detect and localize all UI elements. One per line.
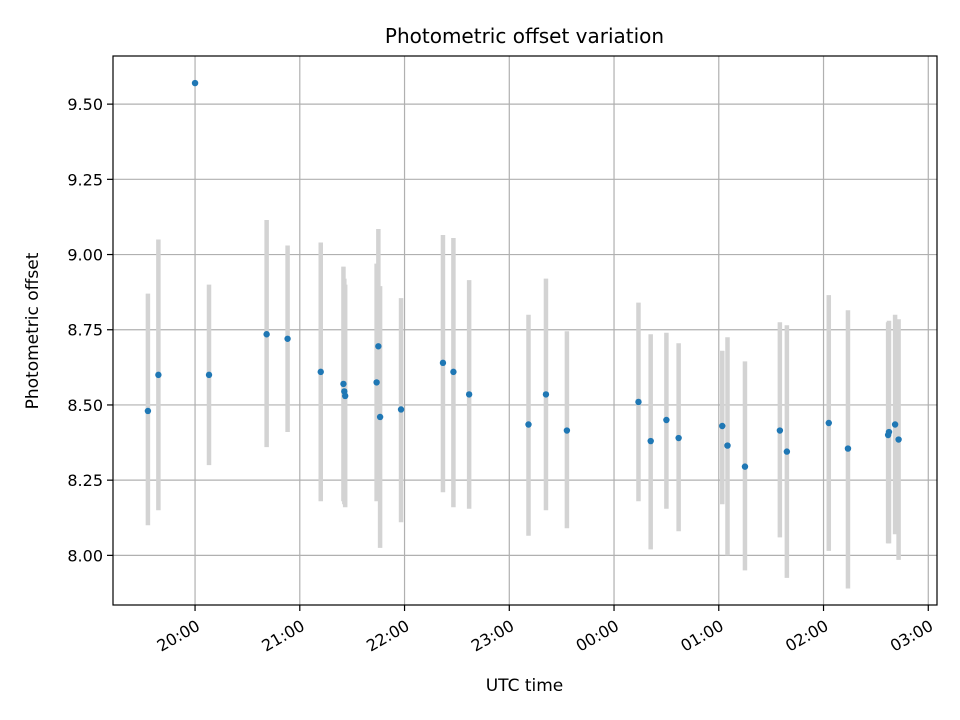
grid [113, 56, 937, 605]
data-point [542, 391, 550, 398]
data-point [376, 413, 384, 421]
plot-area-frame [112, 55, 938, 606]
data-point [263, 331, 270, 338]
data-point [144, 407, 152, 415]
data-points [144, 79, 902, 470]
data-point [563, 427, 571, 434]
y-tick-label: 8.00 [67, 546, 103, 565]
data-point [719, 422, 726, 430]
data-point [317, 368, 324, 376]
chart-title: Photometric offset variation [385, 24, 664, 48]
data-point [885, 428, 893, 436]
data-point [895, 436, 902, 443]
data-point [340, 380, 347, 388]
data-point [373, 379, 380, 386]
y-tick-label: 9.00 [67, 246, 103, 265]
data-point [663, 416, 670, 424]
data-point [783, 448, 791, 455]
data-point [724, 442, 731, 449]
data-point [647, 437, 654, 445]
data-point [284, 335, 291, 342]
data-point [844, 445, 852, 452]
data-point [741, 463, 749, 470]
y-tick-label: 8.75 [67, 321, 103, 340]
data-point [450, 368, 457, 376]
data-point [397, 406, 405, 413]
data-point [525, 421, 532, 428]
x-axis-label: UTC time [486, 676, 564, 696]
y-tick-label: 8.50 [67, 396, 103, 415]
data-point [205, 371, 213, 379]
data-point [341, 392, 349, 400]
y-tick-label: 8.25 [67, 471, 103, 490]
data-point [675, 434, 682, 442]
data-point [891, 421, 899, 428]
data-point [776, 427, 784, 434]
y-axis-label: Photometric offset [23, 252, 43, 409]
data-point [635, 398, 642, 406]
data-point [191, 79, 199, 87]
data-point [825, 419, 832, 427]
y-tick-label: 9.25 [67, 170, 103, 189]
data-point [155, 371, 162, 379]
y-tick-label: 9.50 [67, 95, 103, 114]
data-point [465, 391, 473, 398]
data-point [375, 343, 382, 350]
data-point [439, 359, 447, 367]
y-axis-ticks: 8.00 8.25 8.50 8.75 9.00 9.25 9.50 [67, 95, 113, 565]
